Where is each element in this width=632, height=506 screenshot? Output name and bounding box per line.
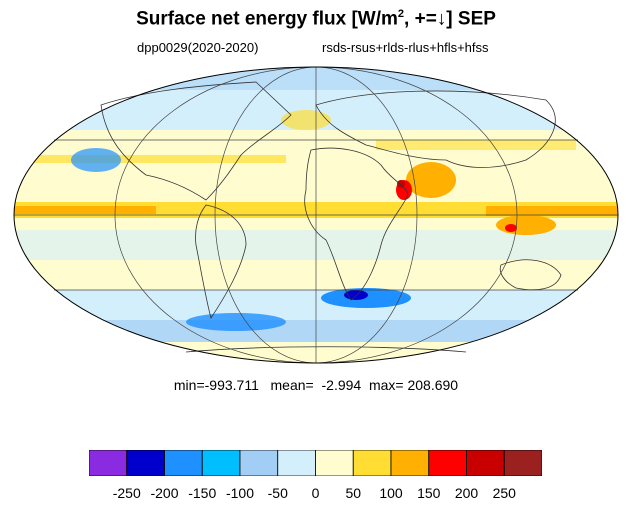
colorbar-tick-label: -150: [188, 485, 217, 501]
colorbar-swatch: [126, 450, 165, 476]
colorbar-swatch: [390, 450, 430, 476]
experiment-label: dpp0029(2020-2020): [137, 40, 259, 55]
map-title: Surface net energy flux [W/m2, +=↓] SEP: [0, 8, 632, 30]
colorbar-swatch: [277, 450, 316, 476]
coastlines: [100, 81, 562, 353]
colorbar-tick-label: -200: [150, 485, 179, 501]
globe-outline: [13, 66, 619, 364]
colorbar-tick-label: 200: [454, 485, 479, 501]
colorbar-tick-label: -50: [267, 485, 288, 501]
colorbar-tick-label: 50: [345, 485, 362, 501]
colorbar-tick-label: 0: [311, 485, 320, 501]
colorbar-swatch: [315, 450, 354, 476]
mollweide-map: [13, 66, 619, 364]
colorbar-swatch: [428, 450, 467, 476]
colorbar-swatch: [466, 450, 505, 476]
colorbar-tick-label: -100: [225, 485, 255, 501]
world-map: [6, 60, 626, 370]
colorbar-swatch: [503, 450, 542, 476]
title-superscript: 2: [397, 8, 405, 20]
formula-label: rsds-rsus+rlds-rlus+hfls+hfss: [322, 40, 489, 55]
colorbar-tick-label: -250: [112, 485, 141, 501]
stats-line: min=-993.711 mean= -2.994 max= 208.690: [173, 377, 459, 393]
colorbar-tick-label: 250: [492, 485, 516, 501]
colorbar: [89, 450, 542, 476]
colorbar-swatch: [164, 450, 203, 476]
colorbar-tick-label: 150: [417, 485, 441, 501]
title-tail: , +=↓] SEP: [404, 8, 496, 30]
colorbar-tick-label: 100: [379, 485, 403, 501]
colorbar-swatch: [89, 450, 128, 476]
title-text: Surface net energy flux [W/m: [136, 8, 398, 30]
colorbar-swatch: [239, 450, 279, 476]
colorbar-tick-labels: -250 -200 -150 -100 -50 0 50 100 150 200 250: [89, 485, 542, 503]
colorbar-swatch: [352, 450, 392, 476]
colorbar-swatch: [201, 450, 241, 476]
